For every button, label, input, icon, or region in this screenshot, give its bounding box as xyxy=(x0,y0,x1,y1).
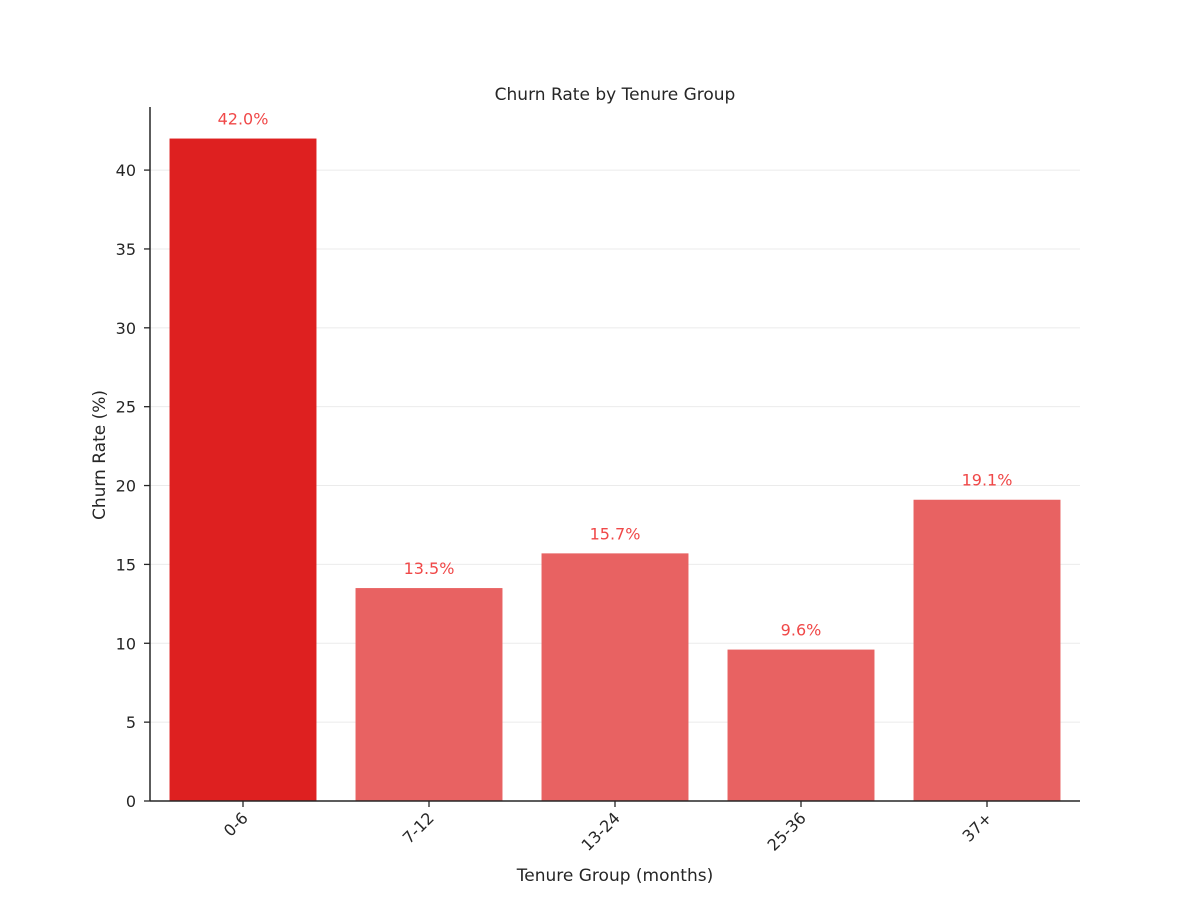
bar-25-36 xyxy=(727,649,875,801)
y-tick-label: 10 xyxy=(116,634,136,653)
y-ticks: 0 5 10 15 20 25 30 35 40 xyxy=(116,161,150,811)
data-labels: 42.0% 13.5% 15.7% 9.6% 19.1% xyxy=(218,110,1013,640)
x-tick-label: 0-6 xyxy=(220,808,252,840)
x-ticks: 0-6 7-12 13-24 25-36 37+ xyxy=(220,801,996,855)
x-tick-label: 7-12 xyxy=(399,808,438,847)
data-label: 19.1% xyxy=(962,471,1013,490)
data-label: 13.5% xyxy=(404,559,455,578)
y-tick-label: 40 xyxy=(116,161,136,180)
data-label: 42.0% xyxy=(218,110,269,129)
y-tick-label: 15 xyxy=(116,555,136,574)
y-tick-label: 30 xyxy=(116,319,136,338)
y-tick-label: 35 xyxy=(116,240,136,259)
bar-13-24 xyxy=(541,553,689,801)
bars xyxy=(169,138,1061,801)
y-tick-label: 5 xyxy=(126,713,136,732)
chart-title: Churn Rate by Tenure Group xyxy=(495,85,736,105)
data-label: 9.6% xyxy=(781,621,822,640)
x-tick-label: 13-24 xyxy=(578,808,624,854)
bar-37+ xyxy=(913,499,1061,801)
x-tick-label: 25-36 xyxy=(764,808,810,854)
data-label: 15.7% xyxy=(590,524,641,543)
y-tick-label: 20 xyxy=(116,477,136,496)
bar-0-6 xyxy=(169,138,317,801)
y-axis-label: Churn Rate (%) xyxy=(90,390,110,520)
x-tick-label: 37+ xyxy=(959,808,996,845)
x-axis-label: Tenure Group (months) xyxy=(516,866,713,886)
y-tick-label: 25 xyxy=(116,398,136,417)
bar-7-12 xyxy=(355,588,503,801)
y-tick-label: 0 xyxy=(126,792,136,811)
